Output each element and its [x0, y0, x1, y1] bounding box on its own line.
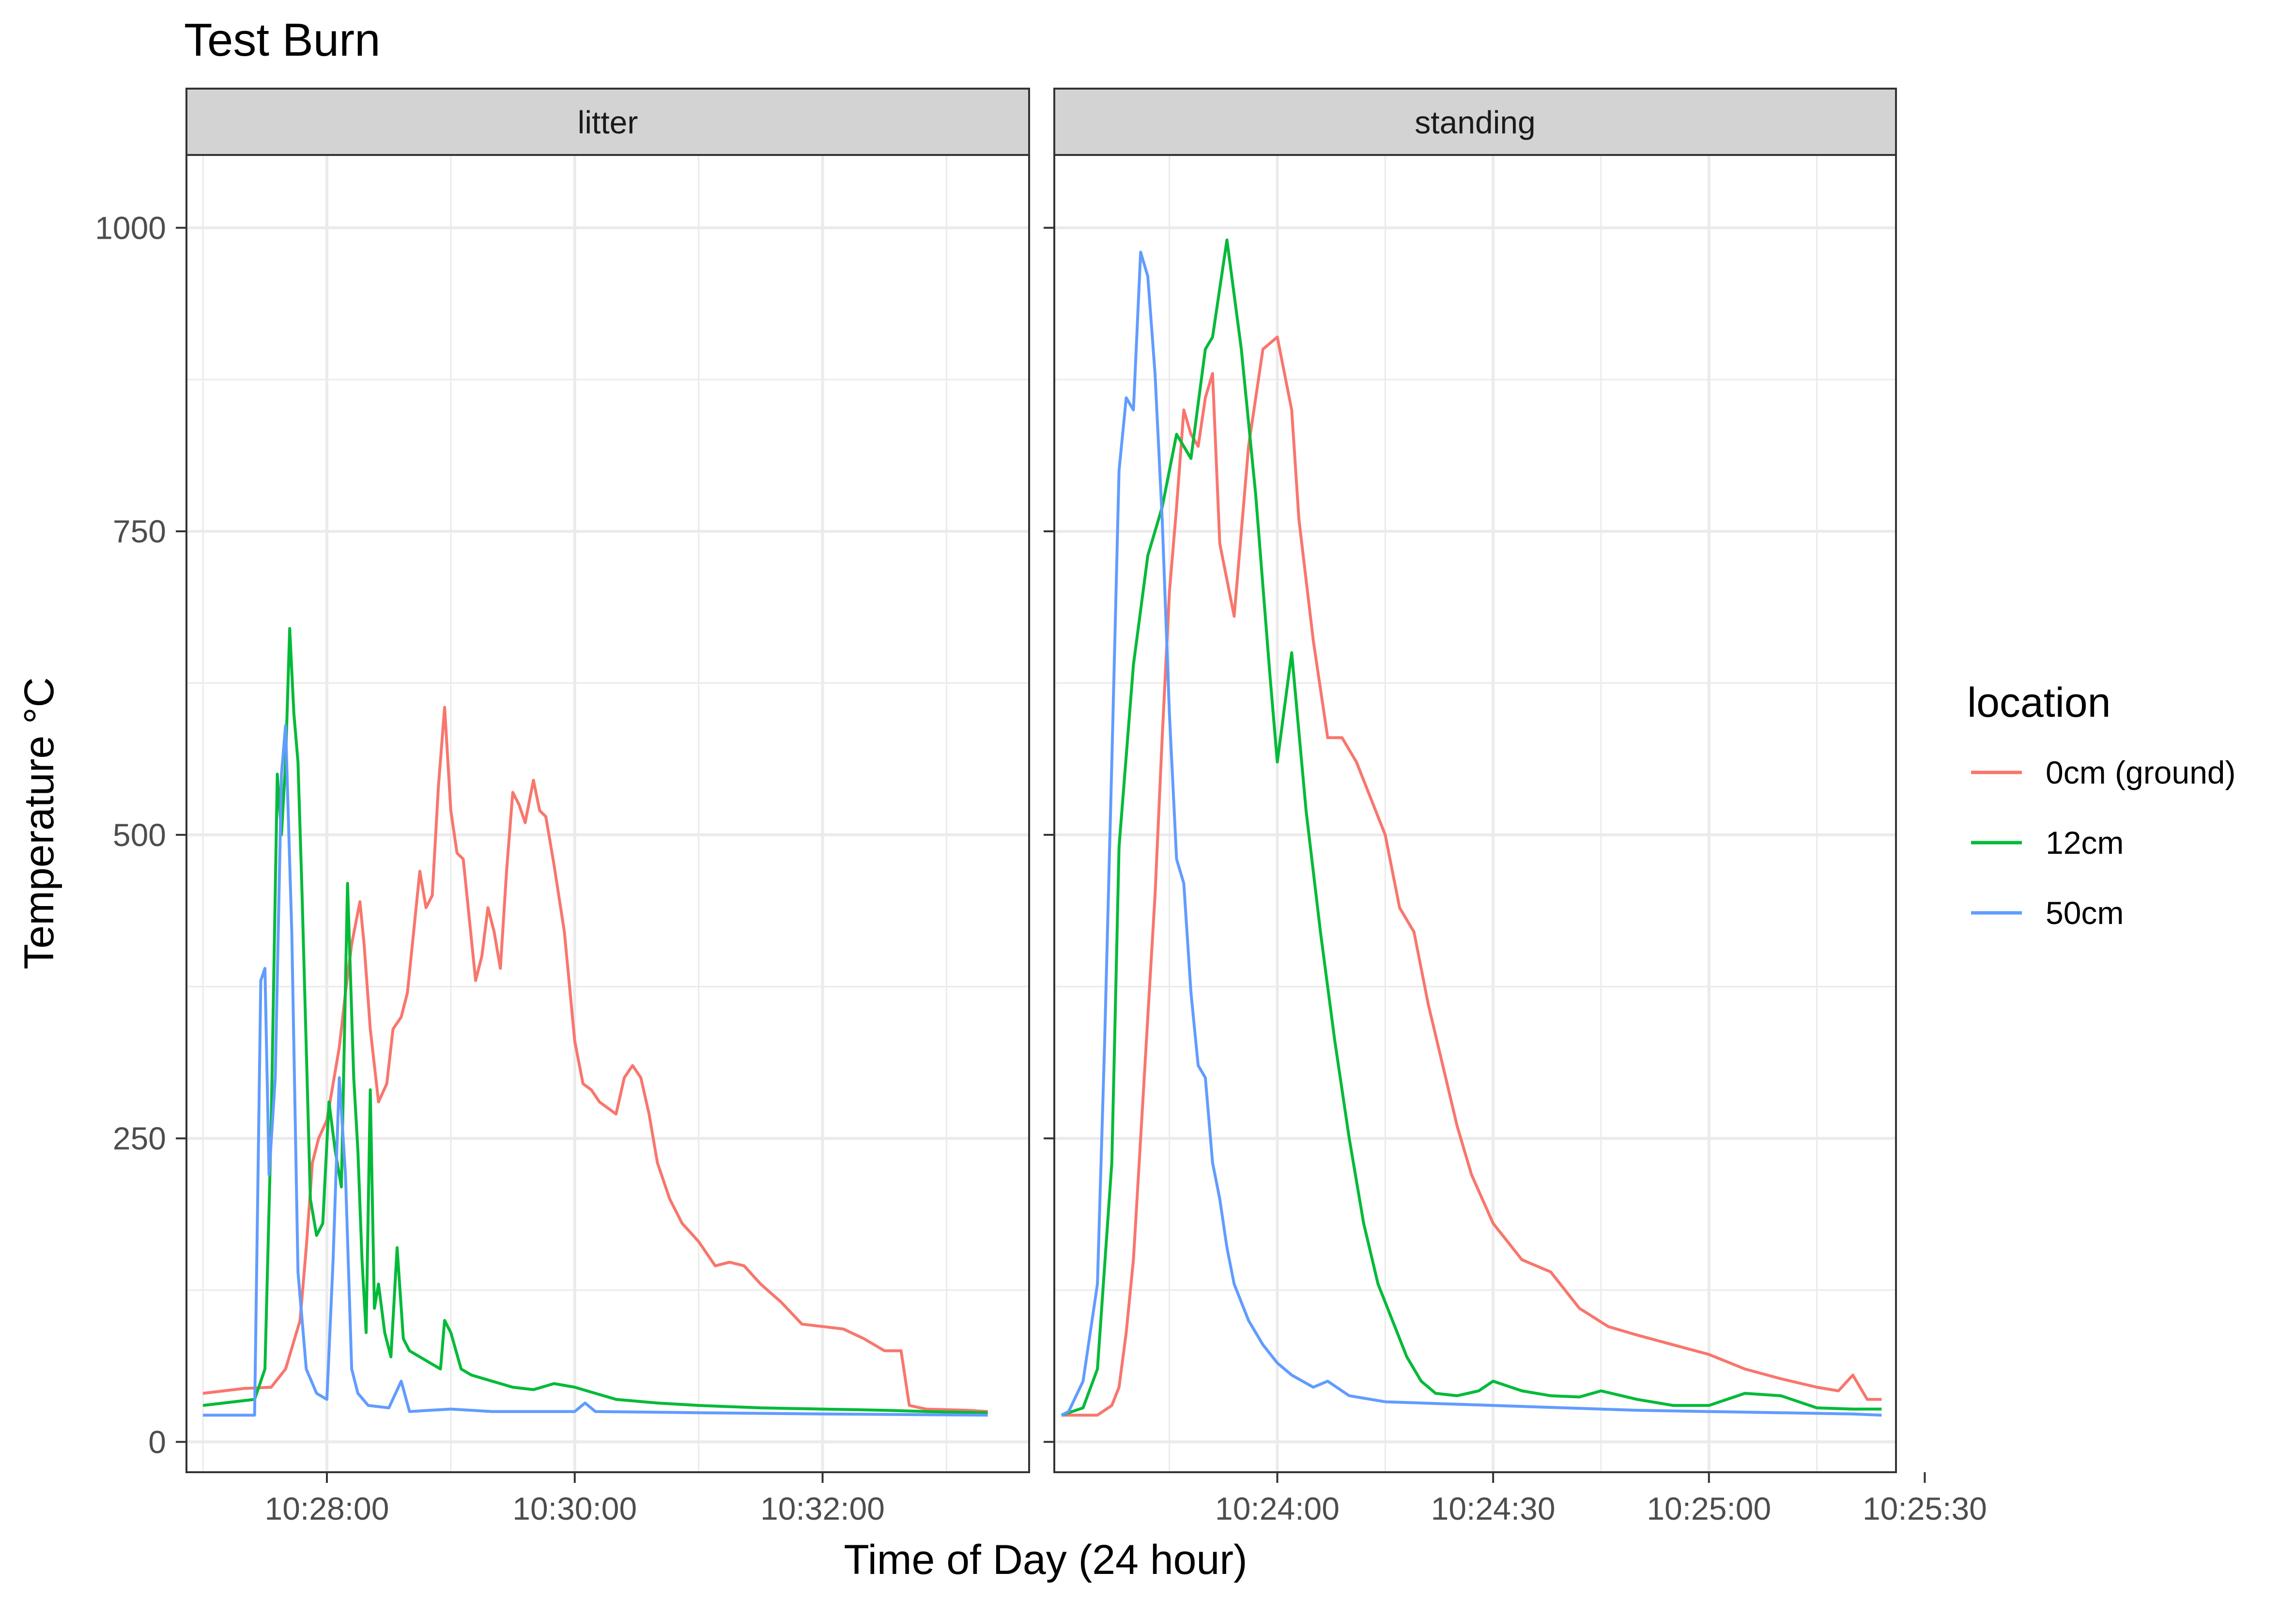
legend-item: 0cm (ground): [1971, 755, 2236, 790]
legend-title: location: [1967, 679, 2111, 726]
chart-title: Test Burn: [184, 14, 381, 66]
y-axis-label: Temperature °C: [16, 677, 62, 969]
series-line-0cm-ground-: [202, 706, 988, 1413]
facet-strip: [185, 88, 1030, 156]
x-tick-label: 10:25:30: [1863, 1491, 1987, 1526]
x-tick-label: 10:24:30: [1431, 1491, 1556, 1526]
panel-standing: standing 10:24:00 10:24:30 10:25:00 10:25:30: [1044, 88, 1987, 1526]
series-line-12cm: [202, 627, 988, 1415]
x-tick-label: 10:32:00: [760, 1491, 885, 1526]
legend-label: 50cm: [2046, 895, 2124, 931]
y-tick-label: 750: [113, 513, 166, 549]
x-tick-label: 10:24:00: [1215, 1491, 1340, 1526]
legend-label: 12cm: [2046, 825, 2124, 861]
legend-label: 0cm (ground): [2046, 755, 2236, 790]
x-axis-label: Time of Day (24 hour): [844, 1537, 1247, 1583]
panel-litter: litter 10:28:00 10:30:00 10:32:00 0 250 500 750…: [95, 88, 1030, 1526]
y-tick-label: 250: [113, 1121, 166, 1156]
series-line-50cm: [1061, 250, 1882, 1417]
x-tick-label: 10:28:00: [265, 1491, 389, 1526]
legend-items: 0cm (ground) 12cm 50cm: [1971, 755, 2236, 931]
x-tick-label: 10:30:00: [512, 1491, 637, 1526]
facet-panels: litter 10:28:00 10:30:00 10:32:00 0 250 500 750…: [95, 88, 1987, 1526]
facet-strip-label: litter: [578, 105, 638, 140]
y-tick-label: 1000: [95, 210, 166, 246]
y-tick-label: 0: [148, 1424, 166, 1460]
x-tick-label: 10:25:00: [1647, 1491, 1771, 1526]
legend: location 0cm (ground) 12cm 50cm: [1967, 679, 2236, 931]
panel-background: [186, 155, 1029, 1472]
facet-strip: [1053, 88, 1897, 156]
legend-item: 50cm: [1971, 895, 2124, 931]
facet-strip-label: standing: [1415, 105, 1536, 140]
panel-background: [1054, 155, 1896, 1472]
series-line-50cm: [203, 724, 988, 1417]
legend-item: 12cm: [1971, 825, 2124, 861]
series-line-0cm-ground-: [1061, 336, 1882, 1417]
y-tick-label: 500: [113, 817, 166, 853]
